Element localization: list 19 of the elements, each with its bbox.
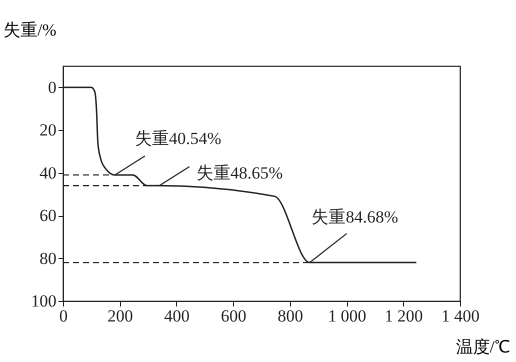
y-tick-label: 60 — [40, 206, 56, 226]
x-tick-label: 1 400 — [441, 306, 480, 326]
annotation: 失重84.68% — [312, 208, 398, 227]
y-tick-label: 20 — [40, 120, 56, 140]
x-tick-label: 800 — [278, 306, 304, 326]
y-axis-title: 失重/% — [4, 20, 56, 40]
x-tick-label: 400 — [164, 306, 190, 326]
x-tick-label: 0 — [59, 306, 68, 326]
x-tick-label: 200 — [107, 306, 133, 326]
y-tick-label: 40 — [40, 163, 56, 182]
y-tick-label: 100 — [31, 292, 56, 310]
annotation: 失重40.54% — [134, 128, 222, 148]
x-tick-label: 600 — [220, 306, 246, 326]
x-axis-title: 温度/℃ — [456, 338, 510, 356]
x-tick-label: 1 200 — [384, 306, 423, 326]
x-tick-label: 1 000 — [328, 306, 366, 326]
annotation: 失重48.65% — [196, 164, 283, 183]
y-tick-label: 0 — [48, 78, 56, 97]
y-tick-label: 80 — [40, 248, 56, 268]
